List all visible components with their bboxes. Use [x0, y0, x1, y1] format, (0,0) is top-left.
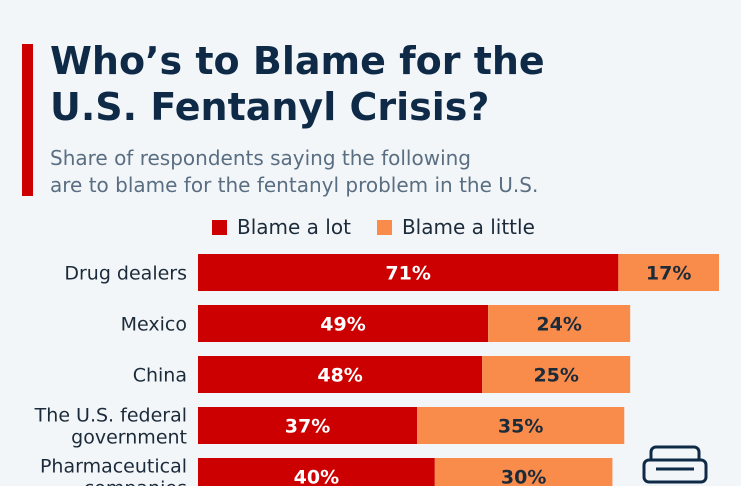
data-label-blame-a-lot-the-u-s-federal-government: 37%: [285, 416, 330, 438]
data-label-blame-a-little-pharmaceutical-companies: 30%: [501, 467, 546, 486]
sofa-icon: [642, 445, 708, 484]
chart-title: Who’s to Blame for the U.S. Fentanyl Cri…: [50, 39, 545, 129]
chart-subtitle: Share of respondents saying the followin…: [50, 146, 539, 197]
title-accent-bar: [22, 44, 33, 196]
bar-blame-a-lot-the-u-s-federal-government: [198, 407, 418, 444]
data-label-blame-a-little-china: 25%: [533, 365, 578, 387]
data-label-blame-a-little-the-u-s-federal-government: 35%: [498, 416, 543, 438]
legend-swatch-blame-a-little: [376, 219, 392, 235]
legend-item-blame-a-lot: Blame a lot: [212, 215, 351, 239]
category-label-drug-dealers: Drug dealers: [64, 263, 187, 285]
legend-item-blame-a-little: Blame a little: [376, 215, 535, 239]
data-label-blame-a-lot-china: 48%: [317, 365, 362, 387]
data-label-blame-a-little-mexico: 24%: [536, 314, 581, 336]
data-label-blame-a-lot-drug-dealers: 71%: [385, 263, 430, 285]
bar-blame-a-little-the-u-s-federal-government: [417, 407, 625, 444]
bar-blame-a-little-drug-dealers: [618, 254, 719, 291]
data-label-blame-a-lot-mexico: 49%: [320, 314, 365, 336]
bar-blame-a-little-pharmaceutical-companies: [434, 458, 613, 486]
bar-blame-a-little-mexico: [488, 305, 631, 342]
category-label-the-u-s-federal-government: The U.S. federal government: [34, 405, 187, 449]
bar-blame-a-lot-china: [198, 356, 483, 393]
bar-blame-a-lot-drug-dealers: [198, 254, 619, 291]
category-label-pharmaceutical-companies: Pharmaceuticalcompanies: [40, 456, 187, 486]
legend-label-blame-a-lot: Blame a lot: [237, 215, 351, 239]
legend: Blame a lot Blame a little: [212, 214, 561, 240]
data-label-blame-a-little-drug-dealers: 17%: [646, 263, 691, 285]
legend-label-blame-a-little: Blame a little: [401, 215, 535, 239]
bar-blame-a-little-china: [482, 356, 631, 393]
bar-blame-a-lot-mexico: [198, 305, 489, 342]
category-label-china: China: [133, 365, 187, 387]
category-label-mexico: Mexico: [121, 314, 187, 336]
data-label-blame-a-lot-pharmaceutical-companies: 40%: [294, 467, 339, 486]
bar-blame-a-lot-pharmaceutical-companies: [198, 458, 435, 486]
legend-swatch-blame-a-lot: [212, 219, 227, 235]
